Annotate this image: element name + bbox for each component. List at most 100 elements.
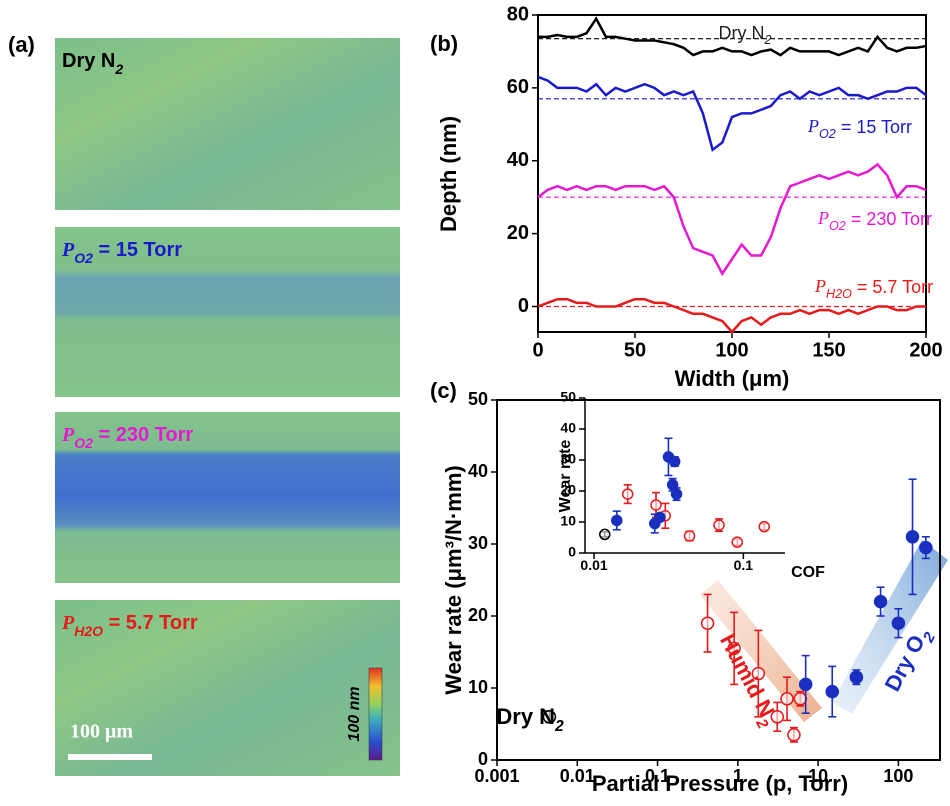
y-tick-label: 40 [507, 149, 529, 171]
y-tick-label: 0 [478, 749, 488, 769]
colorbar-label: 100 nm [346, 686, 363, 741]
image-title-part: = 230 Torr [93, 424, 193, 446]
x-tick-label: 0.001 [474, 766, 519, 786]
x-tick-label: 0.1 [734, 557, 754, 573]
data-point [787, 728, 801, 742]
y-tick-label: 20 [507, 222, 529, 244]
image-title-part: 2 [114, 61, 123, 77]
series-label-part: P [807, 116, 819, 136]
profile-line [537, 297, 926, 334]
plot-frame [496, 399, 941, 761]
image-title-part: O2 [74, 250, 93, 266]
panel-label: (b) [430, 31, 458, 56]
profile-line [537, 75, 927, 152]
data-point [727, 641, 741, 656]
data-point [654, 511, 666, 524]
x-axis-label: Width (μm) [675, 366, 790, 391]
x-axis-label: COF [791, 564, 825, 581]
afm-image [55, 412, 400, 583]
x-tick-label: 0.1 [645, 766, 670, 786]
data-point [793, 692, 808, 706]
series-label-part: = 230 Torr [846, 209, 932, 229]
afm-image [55, 600, 400, 776]
annotation: Dry N2 [496, 704, 564, 735]
data-point [905, 530, 920, 544]
image-title-part: P [61, 424, 75, 446]
y-tick-label: 60 [507, 76, 529, 98]
image-title-part: Dry N [62, 50, 115, 72]
series-label-part: O2 [829, 219, 846, 233]
series-label-part: O2 [819, 127, 836, 141]
series-label-part: = 15 Torr [836, 117, 912, 137]
x-axis-label: Partial Pressure (p, Torr) [592, 771, 848, 796]
y-axis-label: Wear rate (μm³/N·mm) [441, 465, 466, 694]
data-point [770, 710, 785, 724]
image-title-part: O2 [74, 435, 93, 451]
panel-label: (a) [8, 32, 35, 57]
data-point [670, 488, 683, 500]
image-title-part: P [61, 612, 75, 634]
data-point [798, 677, 813, 692]
y-tick-label: 30 [560, 451, 576, 467]
y-tick-label: 80 [507, 3, 529, 25]
data-point [731, 536, 744, 548]
y-tick-label: 40 [468, 461, 488, 481]
profile-line [538, 16, 927, 57]
x-tick-label: 0.01 [560, 766, 595, 786]
colorbar [368, 667, 383, 761]
data-point [919, 540, 933, 555]
afm-image [55, 227, 400, 397]
y-tick-label: 20 [468, 605, 488, 625]
profile-line [537, 162, 927, 277]
y-tick-label: 40 [560, 420, 576, 436]
x-tick-label: 200 [909, 339, 942, 361]
x-tick-label: 100 [883, 766, 913, 786]
series-label: PO2 = 15 Torr [807, 116, 912, 141]
x-tick-label: 100 [715, 339, 748, 361]
x-tick-label: 10 [808, 766, 828, 786]
image-title: PO2 = 15 Torr [61, 239, 182, 266]
data-point [849, 670, 864, 684]
image-title: Dry N2 [62, 50, 123, 76]
trend-band [832, 540, 948, 714]
y-tick-label: 50 [468, 389, 488, 409]
series-label: PO2 = 230 Torr [817, 208, 932, 233]
data-point [873, 594, 888, 609]
y-axis-label: Wear rate [557, 440, 574, 513]
series-label: PH2O = 5.7 Torr [814, 276, 933, 301]
trend-band [700, 580, 822, 722]
afm-image [55, 38, 400, 210]
series-label-part: 2 [763, 33, 771, 47]
panel-label: (c) [430, 378, 457, 403]
data-point [780, 692, 794, 706]
data-point [611, 514, 623, 527]
y-tick-label: 0 [518, 295, 529, 317]
image-title-part: P [61, 239, 75, 261]
series-label-part: P [814, 276, 826, 296]
image-title: PO2 = 230 Torr [61, 424, 193, 451]
data-point [758, 520, 771, 533]
y-tick-label: 10 [560, 513, 576, 529]
y-tick-label: 30 [468, 533, 488, 553]
x-tick-label: 50 [624, 339, 646, 361]
image-title-part: = 5.7 Torr [103, 612, 198, 634]
series-label-part: Dry N [718, 23, 764, 43]
data-point [542, 710, 557, 724]
x-tick-label: 0.01 [580, 557, 607, 573]
data-point [683, 530, 696, 542]
data-point [891, 616, 906, 630]
scale-bar-label: 100 μm [70, 721, 133, 743]
x-tick-label: 0 [532, 339, 543, 361]
data-point [599, 528, 611, 541]
data-point [713, 519, 725, 531]
image-title: PH2O = 5.7 Torr [61, 612, 198, 639]
data-point [751, 666, 766, 681]
data-point [650, 499, 662, 511]
annotation-part: Dry N [496, 704, 555, 729]
x-tick-label: 1 [733, 766, 743, 786]
series-label-part: P [817, 208, 829, 228]
annotation-part: 2 [554, 718, 564, 735]
data-point [825, 684, 839, 699]
image-title-part: = 15 Torr [93, 239, 182, 261]
